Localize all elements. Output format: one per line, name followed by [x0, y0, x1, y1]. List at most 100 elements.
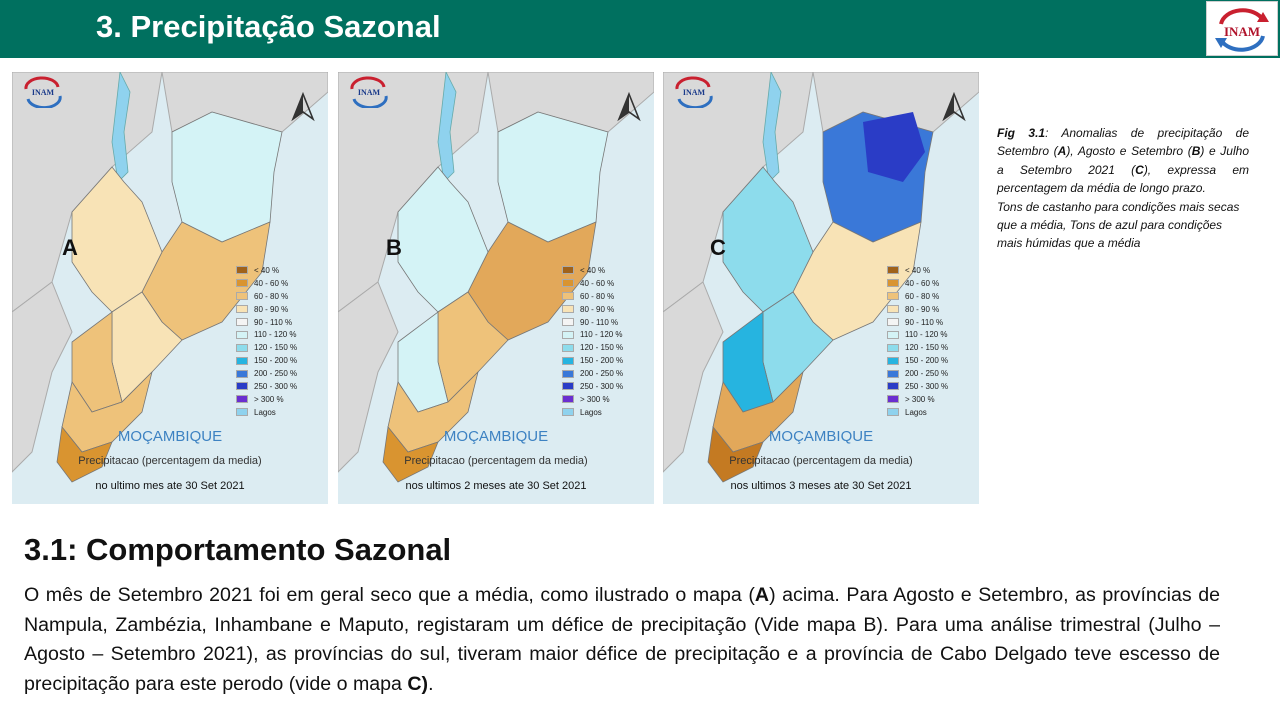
legend-swatch	[562, 343, 574, 352]
caption-bold: A	[1057, 144, 1067, 159]
legend-item: 80 - 90 %	[887, 303, 948, 316]
legend-label: 110 - 120 %	[905, 330, 948, 340]
map-letter: C	[710, 235, 726, 260]
legend-item: 120 - 150 %	[236, 341, 297, 354]
legend-item: > 300 %	[562, 393, 623, 406]
map-a-graphic	[12, 72, 328, 504]
map-panel-a: INAM A < 40 % 40 - 60 % 60 - 80 % 80 - 9…	[12, 72, 328, 504]
legend-item: 250 - 300 %	[887, 380, 948, 393]
figure-caption: Fig 3.1: Anomalias de precipitação de Se…	[997, 124, 1249, 253]
legend-item: 250 - 300 %	[562, 380, 623, 393]
legend-label: 40 - 60 %	[580, 278, 615, 288]
legend-item: 200 - 250 %	[236, 367, 297, 380]
caption-text: Fig 3.1: Anomalias de precipitação de Se…	[997, 126, 1249, 195]
legend-item: 40 - 60 %	[562, 277, 623, 290]
legend-item: 110 - 120 %	[887, 328, 948, 341]
map-legend: < 40 % 40 - 60 % 60 - 80 % 80 - 90 % 90 …	[887, 264, 948, 419]
legend-item: 80 - 90 %	[236, 303, 297, 316]
header-bar: 3. Precipitação Sazonal INAM	[0, 0, 1280, 58]
legend-item: 150 - 200 %	[887, 354, 948, 367]
legend-label: 250 - 300 %	[254, 381, 298, 391]
legend-swatch	[562, 292, 574, 301]
map-logo-text: INAM	[682, 88, 706, 97]
legend-label: 80 - 90 %	[905, 304, 940, 314]
legend-item: 150 - 200 %	[236, 354, 297, 367]
legend-label: 80 - 90 %	[254, 304, 289, 314]
legend-label: 60 - 80 %	[905, 291, 940, 301]
legend-swatch	[236, 330, 248, 339]
legend-swatch	[562, 395, 574, 404]
legend-swatch	[562, 305, 574, 314]
legend-item: 250 - 300 %	[236, 380, 297, 393]
legend-label: > 300 %	[254, 394, 284, 404]
legend-label: 150 - 200 %	[580, 356, 624, 366]
legend-label: 150 - 200 %	[254, 356, 298, 366]
caption-part: ), expressa em percentagem da média de l…	[997, 162, 1249, 196]
legend-swatch	[887, 408, 899, 417]
legend-item: 40 - 60 %	[887, 277, 948, 290]
legend-swatch	[887, 356, 899, 365]
legend-swatch	[887, 266, 899, 275]
legend-swatch	[236, 318, 248, 326]
map-legend: < 40 % 40 - 60 % 60 - 80 % 80 - 90 % 90 …	[236, 264, 297, 419]
legend-swatch	[236, 408, 248, 417]
legend-label: 90 - 110 %	[254, 317, 293, 327]
north-arrow-icon	[617, 92, 641, 122]
legend-label: 120 - 150 %	[905, 343, 949, 353]
legend-item: 60 - 80 %	[236, 290, 297, 303]
map-logo-text: INAM	[357, 88, 381, 97]
legend-item: < 40 %	[562, 264, 623, 277]
legend-label: Lagos	[905, 407, 927, 417]
legend-label: 60 - 80 %	[580, 291, 615, 301]
map-c-graphic	[663, 72, 979, 504]
legend-label: < 40 %	[905, 265, 931, 275]
caption-part: ), Agosto e Setembro (	[1066, 144, 1192, 159]
caption-bold: C	[1135, 162, 1144, 177]
map-b-logo: INAM	[344, 76, 394, 108]
paragraph-part: ) acima. Para Agosto e Setembro, as prov…	[24, 584, 1220, 695]
legend-label: 250 - 300 %	[580, 381, 624, 391]
map-panel-b: INAM B < 40 % 40 - 60 % 60 - 80 % 80 - 9…	[338, 72, 654, 504]
map-letter: B	[386, 235, 402, 260]
caption-line2: Tons de castanho para condições mais sec…	[997, 199, 1240, 251]
map-country: MOÇAMBIQUE	[443, 428, 549, 445]
caption-bold: B	[1191, 144, 1201, 159]
legend-item: < 40 %	[236, 264, 297, 277]
legend-swatch	[887, 369, 899, 378]
legend-item: > 300 %	[236, 393, 297, 406]
section-title: 3.1: Comportamento Sazonal	[24, 532, 452, 567]
legend-item: 60 - 80 %	[887, 290, 948, 303]
legend-swatch	[562, 266, 574, 275]
map-c-logo: INAM	[669, 76, 719, 108]
legend-item: 90 - 110 %	[562, 316, 623, 329]
legend-swatch	[236, 266, 248, 275]
legend-label: Lagos	[580, 407, 602, 417]
map-logo-arrows-icon	[675, 76, 713, 108]
legend-item: Lagos	[887, 406, 948, 419]
legend-swatch	[236, 382, 248, 391]
map-legend: < 40 % 40 - 60 % 60 - 80 % 80 - 90 % 90 …	[562, 264, 623, 419]
caption-part: : Anomalias de precipitação de Setembro …	[997, 126, 1249, 159]
legend-swatch	[562, 330, 574, 339]
legend-swatch	[562, 356, 574, 365]
paragraph-bold: A	[754, 584, 770, 606]
legend-item: 90 - 110 %	[887, 316, 948, 329]
legend-label: 250 - 300 %	[905, 381, 949, 391]
map-period: no ultimo mes ate 30 Set 2021	[95, 480, 245, 492]
paragraph-bold: C)	[407, 672, 429, 695]
legend-label: 200 - 250 %	[254, 369, 298, 379]
legend-label: 80 - 90 %	[580, 304, 615, 314]
legend-item: > 300 %	[887, 393, 948, 406]
map-a-logo: INAM	[18, 76, 68, 108]
north-arrow-icon	[942, 92, 966, 122]
legend-swatch	[562, 369, 574, 378]
section-paragraph: O mês de Setembro 2021 foi em geral seco…	[24, 581, 1220, 699]
map-period: nos ultimos 2 meses ate 30 Set 2021	[405, 480, 587, 492]
legend-swatch	[236, 369, 248, 378]
legend-label: 60 - 80 %	[254, 291, 289, 301]
legend-swatch	[236, 356, 248, 365]
map-period: nos ultimos 3 meses ate 30 Set 2021	[730, 480, 912, 492]
north-arrow-icon	[291, 92, 315, 122]
legend-label: 120 - 150 %	[254, 343, 298, 353]
inam-logo: INAM	[1206, 1, 1278, 56]
